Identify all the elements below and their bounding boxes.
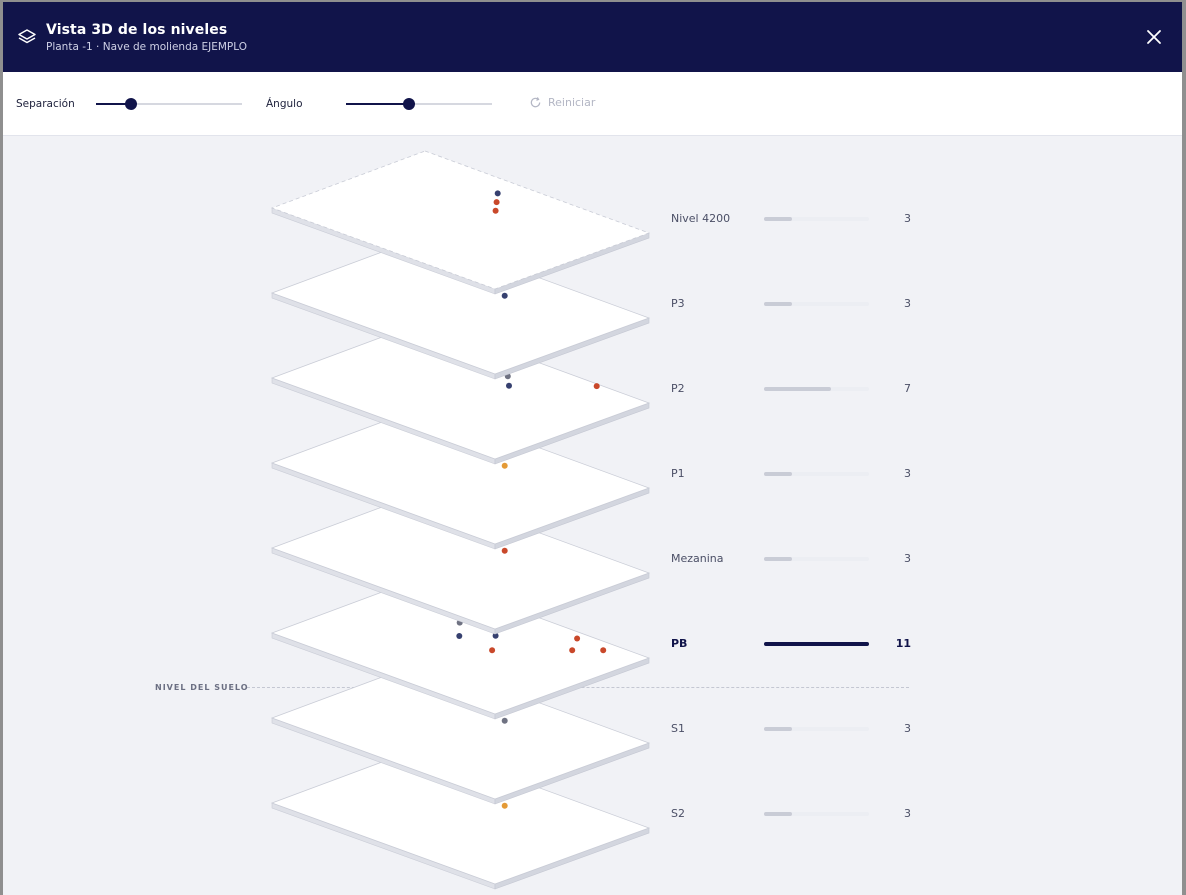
plane-surface xyxy=(270,235,651,375)
reset-button[interactable]: Reiniciar xyxy=(529,96,595,109)
level-count: 3 xyxy=(904,722,911,735)
element-dot xyxy=(569,647,576,654)
reset-label: Reiniciar xyxy=(548,96,596,109)
levels-stage: NIVEL DEL SUELO Nivel 4200 3 P3 3 P2 7 P1 3 Meza… xyxy=(3,136,1182,895)
plane-surface xyxy=(270,490,651,630)
levels-3d-modal: Vista 3D de los niveles Planta -1 · Nave… xyxy=(3,2,1182,895)
separation-slider-thumb[interactable] xyxy=(125,98,138,110)
modal-title: Vista 3D de los niveles xyxy=(46,22,228,38)
level-name[interactable]: Mezanina xyxy=(671,552,724,565)
level-count: 3 xyxy=(904,552,911,565)
level-count-bar-fill xyxy=(764,387,832,391)
level-count-bar-fill xyxy=(764,217,793,221)
plane-surface xyxy=(270,745,651,885)
plane-surface xyxy=(270,660,651,800)
level-count: 3 xyxy=(904,212,911,225)
level-count-bar xyxy=(764,472,869,476)
level-count: 7 xyxy=(904,382,911,395)
level-plane xyxy=(270,235,651,380)
layers-icon xyxy=(18,29,36,44)
level-name[interactable]: S2 xyxy=(671,807,685,820)
level-count-bar xyxy=(764,557,869,561)
angle-slider-thumb[interactable] xyxy=(402,98,415,110)
level-plane xyxy=(270,745,651,890)
level-count-bar xyxy=(764,217,869,221)
element-dot xyxy=(593,383,600,390)
element-dot xyxy=(506,382,512,389)
plane-surface xyxy=(270,405,651,545)
refresh-icon xyxy=(530,97,541,108)
element-dot xyxy=(501,802,508,809)
level-count: 3 xyxy=(904,467,911,480)
level-count-bar-fill xyxy=(764,557,793,561)
level-count: 3 xyxy=(904,807,911,820)
level-count-bar-fill xyxy=(764,642,869,646)
element-dot xyxy=(494,190,501,197)
level-name[interactable]: PB xyxy=(671,637,688,650)
level-name[interactable]: P2 xyxy=(671,382,685,395)
plane-surface xyxy=(270,575,651,715)
level-count-bar-fill xyxy=(764,472,793,476)
level-count-bar xyxy=(764,812,869,816)
levels-3d-canvas xyxy=(270,150,651,890)
plane-surface xyxy=(270,320,651,460)
level-plane xyxy=(270,405,651,550)
level-count-bar xyxy=(764,302,869,306)
element-dot xyxy=(492,207,499,214)
element-dot xyxy=(492,632,499,639)
level-name[interactable]: S1 xyxy=(671,722,685,735)
angle-label: Ángulo xyxy=(266,98,303,110)
element-dot xyxy=(600,647,607,654)
angle-slider-fill xyxy=(346,103,409,105)
separation-label: Separación xyxy=(16,98,75,110)
element-dot xyxy=(501,717,508,724)
ground-level-label: NIVEL DEL SUELO xyxy=(155,683,249,692)
level-name[interactable]: P1 xyxy=(671,467,685,480)
level-count: 11 xyxy=(895,637,911,650)
level-count-bar xyxy=(764,727,869,731)
toolbar: Separación Ángulo Reiniciar xyxy=(3,72,1182,136)
separation-slider-fill xyxy=(96,103,132,105)
level-plane xyxy=(270,660,651,805)
level-count-bar-fill xyxy=(764,302,793,306)
separation-slider[interactable] xyxy=(96,98,242,110)
level-plane xyxy=(270,490,651,635)
level-name[interactable]: Nivel 4200 xyxy=(671,212,731,225)
element-dot xyxy=(574,635,581,642)
level-name[interactable]: P3 xyxy=(671,297,685,310)
element-dot xyxy=(493,199,500,206)
level-plane xyxy=(270,320,651,465)
modal-subtitle: Planta -1 · Nave de molienda EJEMPLO xyxy=(46,41,248,53)
level-count-bar xyxy=(764,387,869,391)
level-count: 3 xyxy=(904,297,911,310)
element-dot xyxy=(501,547,508,554)
element-dot xyxy=(489,647,496,654)
level-count-bar xyxy=(764,642,869,646)
level-count-bar-fill xyxy=(764,727,793,731)
level-plane xyxy=(270,575,651,720)
angle-slider[interactable] xyxy=(346,98,492,110)
element-dot xyxy=(456,633,463,639)
element-dot xyxy=(501,292,508,299)
plane-surface xyxy=(270,150,651,290)
close-icon[interactable] xyxy=(1144,27,1164,47)
level-plane xyxy=(270,150,651,295)
plane-edge-right xyxy=(494,232,650,295)
level-count-bar-fill xyxy=(764,812,793,816)
modal-header: Vista 3D de los niveles Planta -1 · Nave… xyxy=(3,2,1182,72)
element-dot xyxy=(501,462,508,469)
